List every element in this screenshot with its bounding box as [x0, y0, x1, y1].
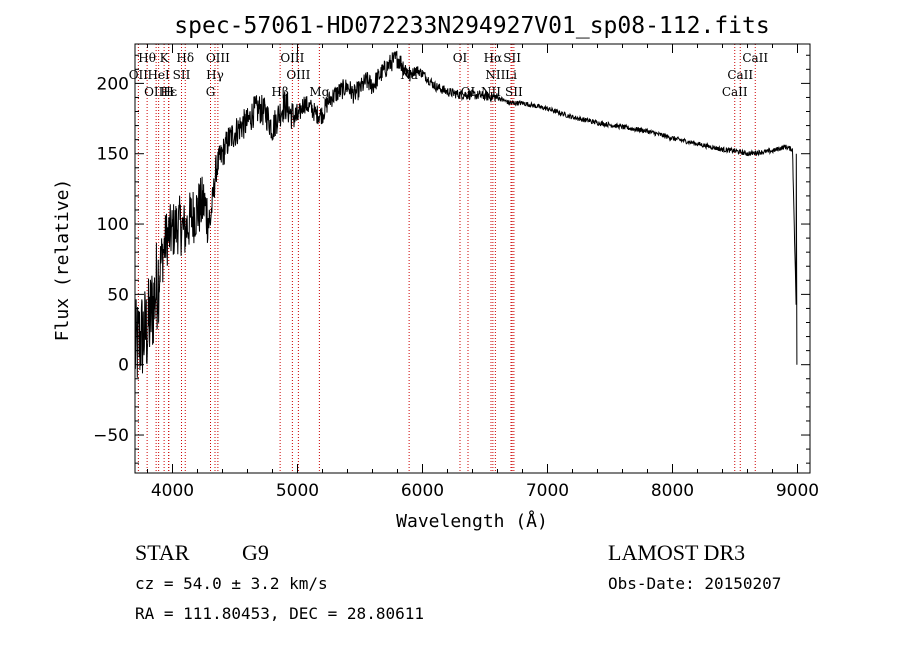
spectral-line-label: OI — [453, 51, 468, 65]
spectral-line-label: CaII — [727, 68, 753, 82]
y-tick-label: 100 — [97, 215, 129, 235]
x-axis-label: Wavelength (Å) — [396, 510, 548, 532]
x-tick-label: 9000 — [776, 481, 819, 501]
spectral-line-label: OII — [129, 68, 149, 82]
y-tick-label: 50 — [107, 285, 129, 305]
spectral-line-label: Hγ — [206, 68, 224, 82]
chart-title: spec-57061-HD072233N294927V01_sp08-112.f… — [174, 13, 769, 39]
axis-ticks — [135, 44, 810, 473]
spectral-line-label: Li — [505, 68, 517, 82]
spectral-line-label: G — [206, 85, 216, 99]
spectral-line-label: Hε — [160, 85, 177, 99]
spectral-line-label: OIII — [286, 68, 310, 82]
spectral-line-label: OIII — [144, 85, 168, 99]
survey-name: LAMOST DR3 — [608, 540, 745, 565]
y-tick-label: 150 — [97, 145, 129, 165]
spectral-line-label: OIII — [280, 51, 304, 65]
object-subclass: G9 — [242, 540, 269, 565]
y-axis-label: Flux (relative) — [52, 179, 73, 342]
redshift-velocity: cz = 54.0 ± 3.2 km/s — [135, 574, 328, 593]
spectral-line-label: Mg — [309, 85, 329, 99]
x-tick-label: 8000 — [651, 481, 694, 501]
x-tick-label: 6000 — [401, 481, 444, 501]
spectral-line-label: K — [160, 51, 170, 65]
plot-frame — [134, 43, 811, 474]
spectral-line-label: Hδ — [176, 51, 194, 65]
spectral-line-label: NII — [485, 68, 505, 82]
object-class: STAR — [135, 540, 190, 565]
coordinates: RA = 111.80453, DEC = 28.80611 — [135, 604, 424, 623]
spectrum-series-line — [134, 50, 798, 378]
spectral-line-label: CaII — [742, 51, 768, 65]
spectral-line-label: SII — [505, 85, 523, 99]
spectral-line-label: H — [163, 85, 173, 99]
axis-tick-labels: 4000 5000 6000 7000 8000 9000 −50 0 50 100 150 200 — [93, 74, 819, 501]
x-tick-label: 4000 — [151, 481, 194, 501]
x-tick-label: 7000 — [526, 481, 569, 501]
spectral-line-label: Hα — [484, 51, 503, 65]
spectral-line-label: Hθ — [138, 51, 156, 65]
y-tick-label: −50 — [93, 426, 129, 446]
x-tick-label: 5000 — [276, 481, 319, 501]
spectral-line-label: SII — [503, 51, 521, 65]
spectral-line-label: HeI — [147, 68, 170, 82]
y-tick-label: 0 — [118, 356, 129, 376]
spectral-line-label: OIII — [206, 51, 230, 65]
observation-date: Obs-Date: 20150207 — [608, 574, 781, 593]
spectral-line-markers — [137, 44, 756, 473]
y-tick-label: 200 — [97, 74, 129, 94]
spectral-line-label: CaII — [722, 85, 748, 99]
spectral-line-label: SII — [173, 68, 191, 82]
